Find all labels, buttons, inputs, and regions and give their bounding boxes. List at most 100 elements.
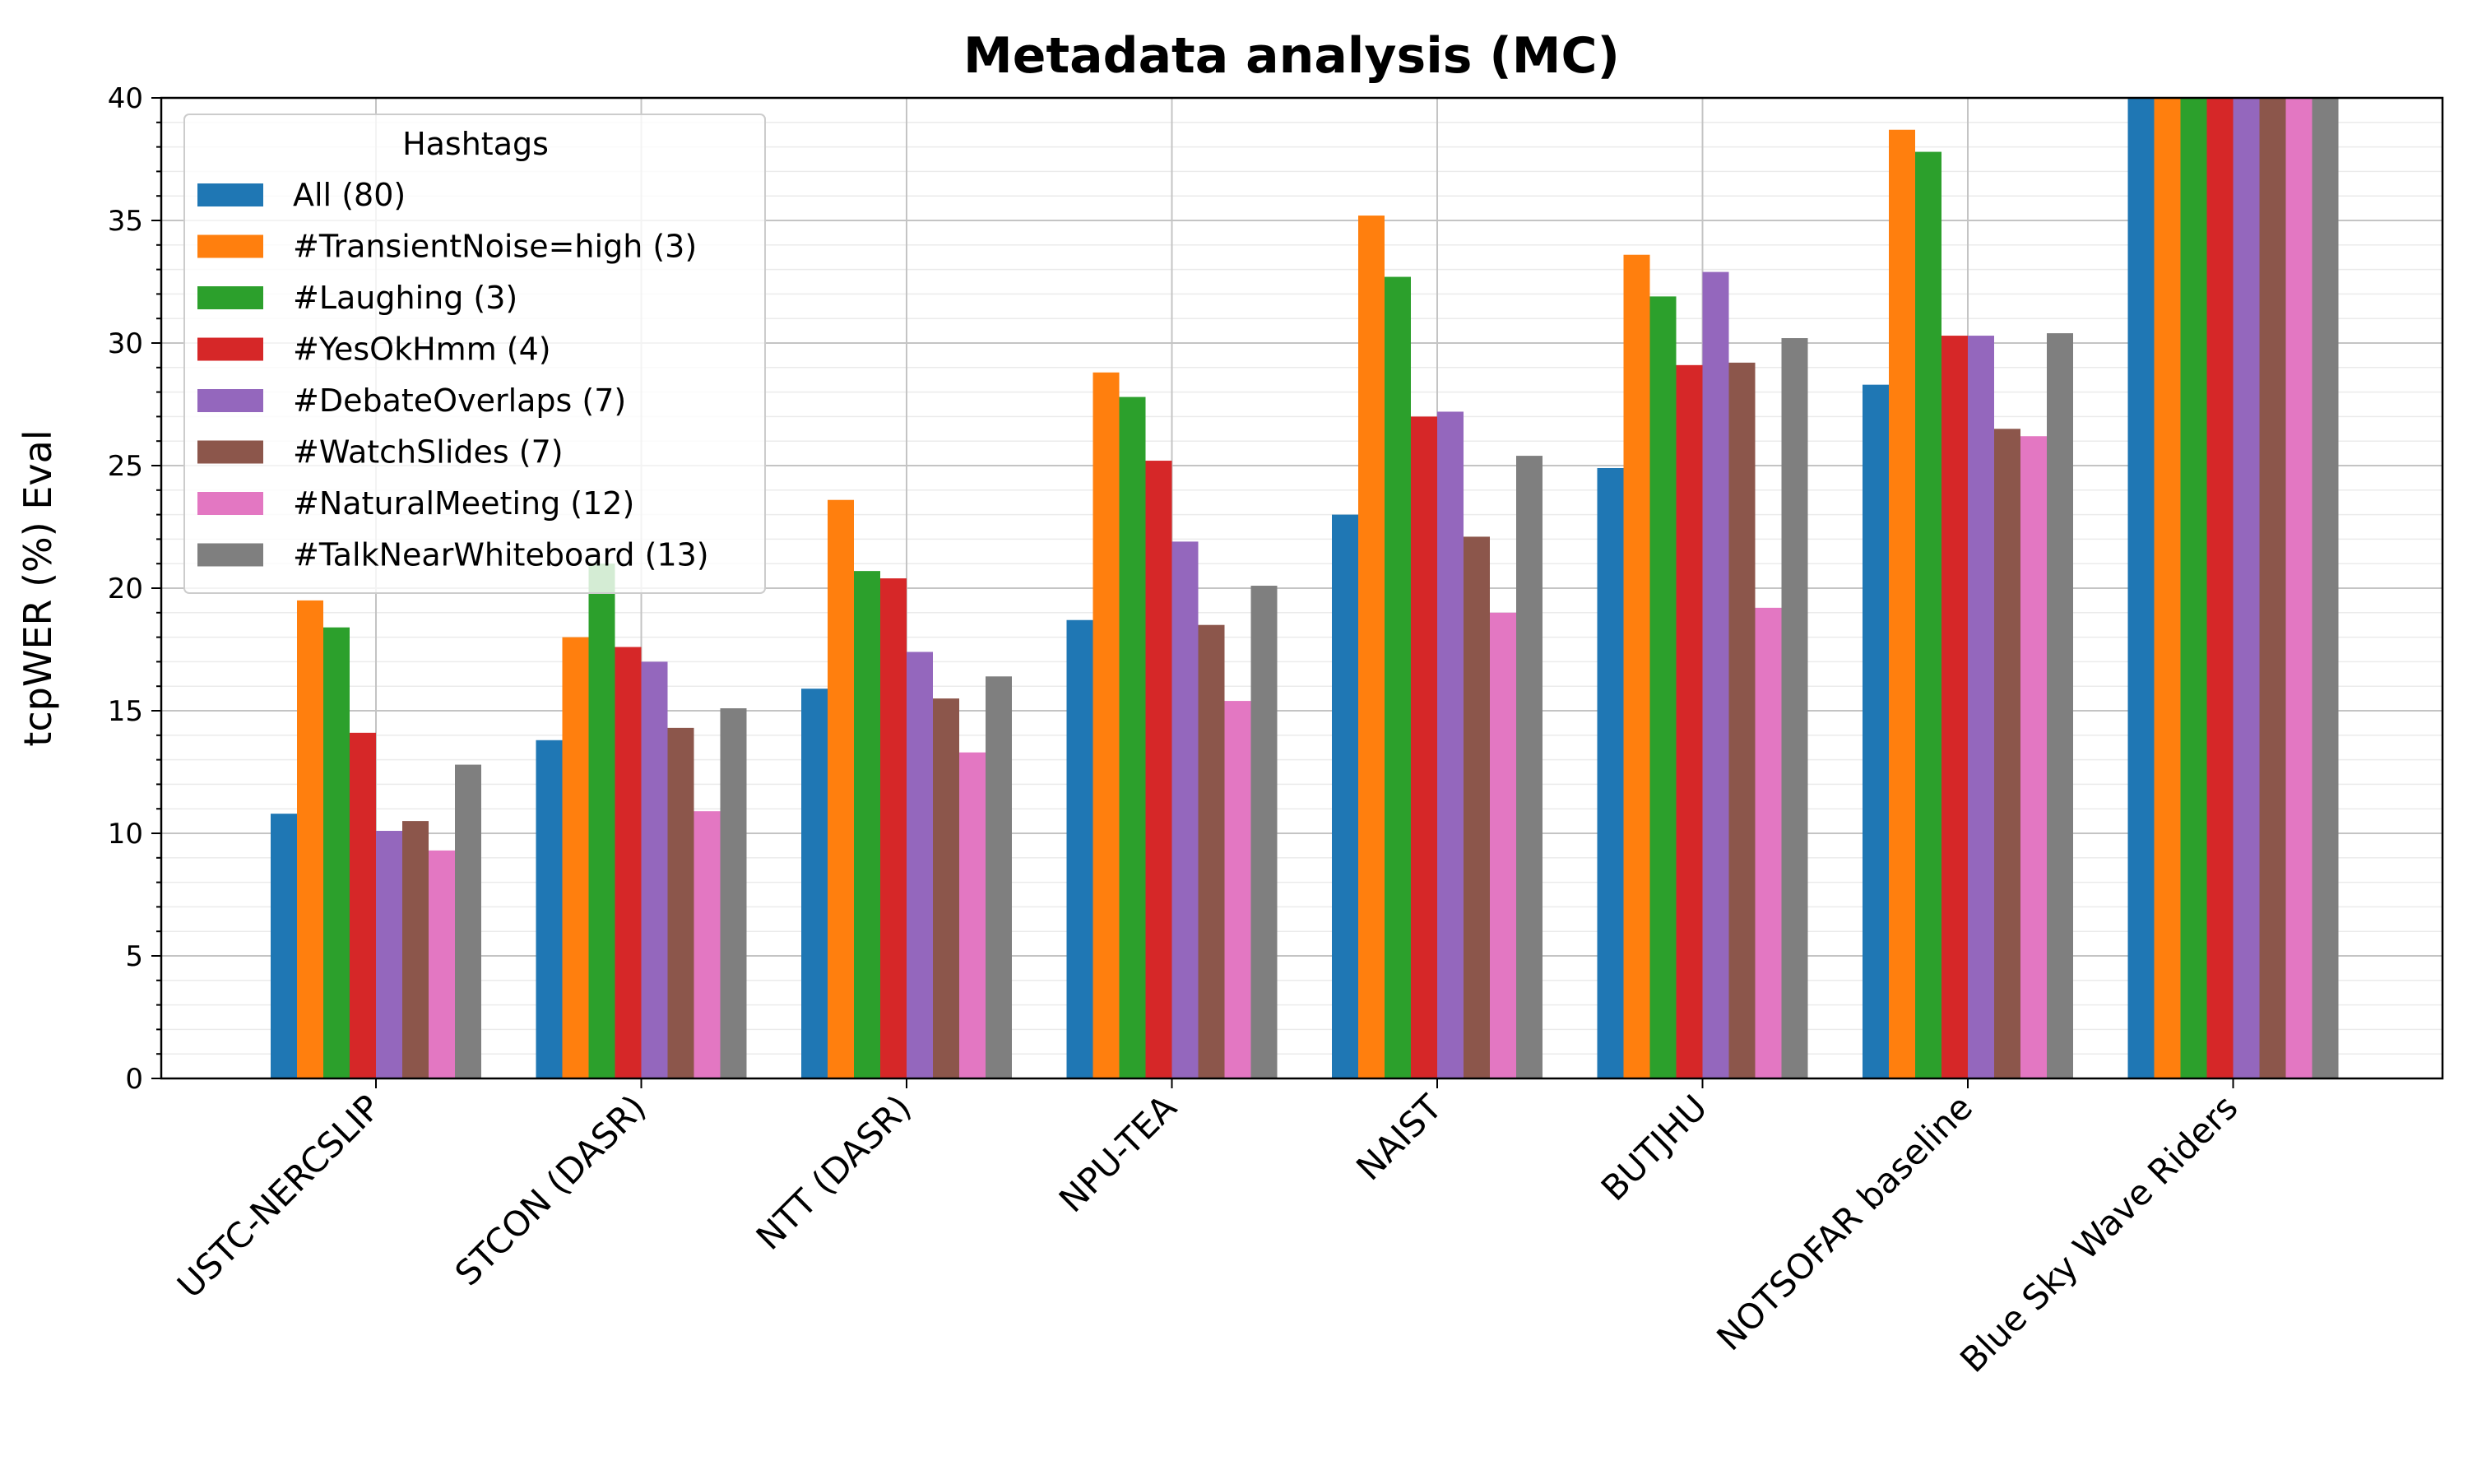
x-category-label: STCON (DASR) — [448, 1087, 654, 1293]
bar — [667, 727, 694, 1078]
bar — [1093, 372, 1120, 1078]
bar — [1171, 541, 1199, 1078]
x-category-label: NPU-TEA — [1051, 1087, 1185, 1220]
legend-label: #NaturalMeeting (12) — [293, 485, 634, 522]
bar — [376, 831, 402, 1078]
bar — [297, 600, 323, 1078]
y-tick-label: 25 — [108, 450, 143, 483]
x-category-label: NTT (DASR) — [749, 1087, 919, 1257]
bar — [1411, 416, 1437, 1078]
legend-swatch — [197, 183, 263, 206]
bar — [2285, 98, 2313, 1078]
bar — [271, 814, 297, 1078]
bar — [1597, 467, 1624, 1078]
x-category-label: Blue Sky Wave Riders — [1952, 1087, 2245, 1380]
bar — [1119, 397, 1146, 1078]
bar — [694, 811, 721, 1078]
bar — [1332, 514, 1358, 1078]
bar — [588, 563, 615, 1078]
legend-swatch — [197, 389, 263, 412]
legend-label: #Laughing (3) — [293, 280, 517, 316]
bar — [1728, 362, 1756, 1079]
y-tick-label: 0 — [125, 1063, 143, 1096]
y-tick-label: 40 — [108, 82, 143, 115]
bar — [907, 652, 933, 1078]
bar — [959, 752, 986, 1078]
legend-swatch — [197, 440, 263, 464]
bar — [1863, 384, 1889, 1078]
bar — [615, 647, 642, 1078]
bar — [2127, 98, 2155, 1078]
x-category-label: NOTSOFAR baseline — [1709, 1087, 1980, 1358]
legend: Hashtags All (80) #TransientNoise=high (3… — [183, 114, 766, 594]
bar — [1915, 151, 1941, 1078]
bar — [1941, 336, 1968, 1078]
legend-label: #WatchSlides (7) — [293, 434, 564, 471]
bar — [1066, 619, 1093, 1078]
legend-label: #YesOkHmm (4) — [293, 332, 551, 368]
legend-box — [183, 114, 766, 594]
bar — [2259, 98, 2286, 1078]
bar — [2020, 436, 2047, 1078]
bar — [1676, 364, 1703, 1078]
y-tick-label: 10 — [108, 818, 143, 851]
bar — [1781, 338, 1808, 1078]
bar — [1755, 607, 1782, 1078]
bar — [1889, 129, 1915, 1079]
x-axis: USTC-NERCSLIP STCON (DASR) NTT (DASR) NPU-T… — [169, 1078, 2246, 1380]
chart-title: Metadata analysis (MC) — [963, 27, 1620, 85]
y-tick-label: 20 — [108, 573, 143, 605]
bar — [986, 676, 1012, 1078]
bar — [2154, 98, 2181, 1078]
y-tick-label: 5 — [125, 940, 143, 973]
y-axis: 0 5 10 15 20 25 30 35 40 — [108, 82, 161, 1096]
y-axis-label: tcpWER (%) Eval — [16, 429, 60, 746]
bar — [429, 850, 455, 1078]
bars — [271, 98, 2339, 1079]
legend-label: #TalkNearWhiteboard (13) — [293, 537, 709, 573]
bar — [1385, 276, 1411, 1078]
x-category-label: BUTJHU — [1594, 1087, 1715, 1208]
bar — [854, 571, 880, 1078]
y-tick-label: 35 — [108, 205, 143, 238]
bar — [1198, 624, 1225, 1078]
bar — [1437, 411, 1464, 1078]
bar — [1250, 586, 1278, 1078]
bar — [1224, 701, 1251, 1078]
bar — [1358, 216, 1385, 1078]
bar — [2047, 333, 2073, 1079]
bar — [2206, 98, 2234, 1078]
bar — [1968, 336, 1994, 1078]
bar — [1145, 461, 1172, 1078]
bar — [1490, 612, 1516, 1078]
y-tick-label: 15 — [108, 695, 143, 728]
legend-swatch — [197, 543, 263, 567]
y-tick-label: 30 — [108, 327, 143, 360]
legend-label: All (80) — [293, 177, 406, 213]
bar — [455, 764, 481, 1078]
bar — [536, 740, 563, 1078]
bar — [2233, 98, 2260, 1078]
bar — [933, 698, 959, 1078]
legend-swatch — [197, 286, 263, 309]
bar — [720, 708, 747, 1078]
legend-swatch — [197, 337, 263, 361]
legend-items: All (80) #TransientNoise=high (3) #Laughin… — [197, 177, 709, 573]
bar — [350, 732, 376, 1078]
bar — [1464, 536, 1490, 1078]
bar — [1702, 271, 1729, 1079]
x-category-label: NAIST — [1348, 1087, 1450, 1188]
bar — [1649, 296, 1677, 1078]
bar — [1623, 254, 1650, 1079]
bar — [828, 499, 854, 1078]
x-category-label: USTC-NERCSLIP — [169, 1087, 388, 1305]
bar — [1994, 429, 2020, 1078]
bar — [402, 821, 429, 1078]
legend-title: Hashtags — [402, 126, 549, 162]
bar — [641, 661, 668, 1078]
legend-swatch — [197, 492, 263, 515]
legend-label: #TransientNoise=high (3) — [293, 229, 697, 265]
bar — [562, 637, 589, 1078]
bar — [1516, 456, 1542, 1078]
